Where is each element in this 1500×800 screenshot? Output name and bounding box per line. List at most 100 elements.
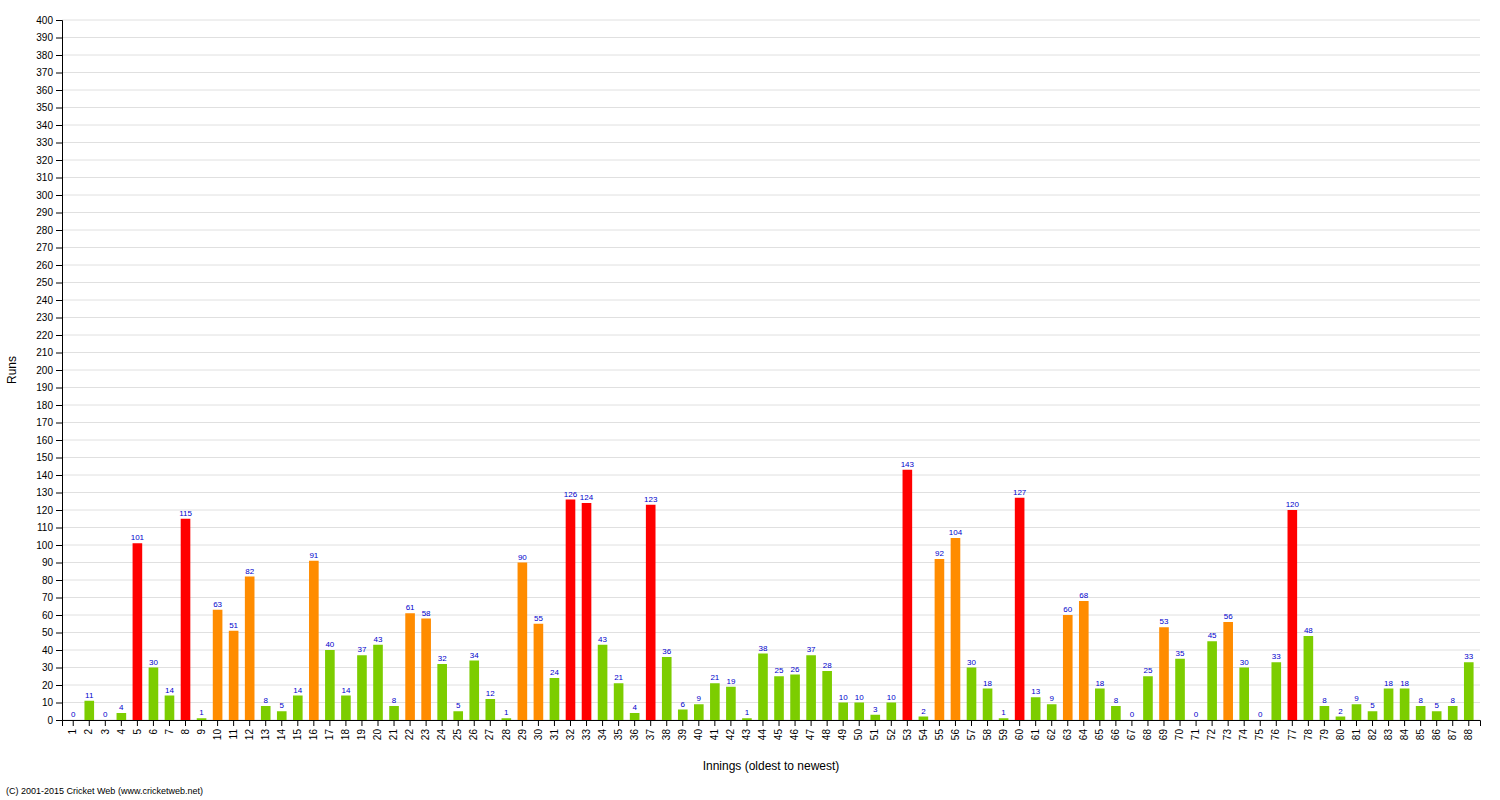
grid-line	[62, 545, 1480, 546]
grid-line	[62, 632, 1480, 633]
bar	[229, 631, 239, 720]
y-tick: 250	[36, 277, 62, 288]
y-tick-label: 200	[36, 365, 53, 376]
x-tick-label: 46	[789, 729, 800, 741]
x-tick-mark	[1147, 720, 1148, 726]
x-tick-mark	[1292, 720, 1293, 726]
x-tick-label: 52	[886, 729, 897, 741]
x-tick-mark	[121, 720, 122, 726]
x-tick-label: 59	[998, 729, 1009, 741]
x-tick: 51	[869, 720, 880, 740]
grid-line	[62, 212, 1480, 213]
data-label: 91	[309, 551, 318, 560]
x-tick-label: 31	[549, 729, 560, 741]
y-tick: 210	[36, 347, 62, 358]
y-tick-mark	[56, 545, 62, 546]
x-tick: 74	[1238, 720, 1249, 740]
bar	[678, 710, 688, 721]
y-tick: 310	[36, 172, 62, 183]
y-tick-mark	[56, 318, 62, 319]
y-tick: 110	[37, 522, 62, 533]
plot: 1234567891011121314151617181920212223242…	[36, 15, 1480, 740]
x-tick-mark	[137, 720, 138, 726]
x-tick-mark	[1228, 720, 1229, 726]
x-tick-label: 29	[517, 729, 528, 741]
x-tick-mark	[666, 720, 667, 726]
grid-line	[62, 90, 1480, 91]
y-tick-label: 210	[36, 347, 53, 358]
data-label: 0	[71, 710, 76, 719]
x-tick-label: 21	[388, 729, 399, 741]
data-label: 5	[280, 701, 285, 710]
x-tick-mark	[1115, 720, 1116, 726]
bar	[614, 683, 624, 720]
x-tick-mark	[249, 720, 250, 726]
x-tick: 27	[484, 720, 495, 740]
y-axis: 0102030405060708090100110120130140150160…	[36, 15, 62, 726]
bars	[84, 470, 1473, 720]
data-label: 127	[1013, 488, 1027, 497]
x-tick-mark	[602, 720, 603, 726]
x-tick-mark	[1452, 720, 1453, 726]
x-tick: 68	[1142, 720, 1153, 740]
x-tick-label: 20	[372, 729, 383, 741]
bar	[502, 718, 512, 720]
x-tick-mark	[746, 720, 747, 726]
y-tick-label: 150	[36, 452, 53, 463]
x-tick: 46	[789, 720, 800, 740]
x-tick-mark	[1019, 720, 1020, 726]
bar	[485, 699, 495, 720]
data-label: 4	[119, 703, 124, 712]
x-tick-mark	[1067, 720, 1068, 726]
x-tick-mark	[1404, 720, 1405, 726]
x-axis-title: Innings (oldest to newest)	[703, 759, 840, 773]
x-tick-label: 13	[260, 729, 271, 741]
x-tick: 4	[116, 720, 127, 735]
data-label: 18	[1400, 679, 1409, 688]
data-label: 63	[213, 600, 222, 609]
x-tick: 56	[950, 720, 961, 740]
x-tick-label: 88	[1463, 729, 1474, 741]
y-tick: 380	[36, 50, 62, 61]
data-label: 21	[614, 673, 623, 682]
y-tick-mark	[56, 283, 62, 284]
x-tick-label: 9	[196, 729, 207, 735]
y-tick-label: 60	[42, 610, 54, 621]
x-tick-label: 68	[1142, 729, 1153, 741]
data-label: 26	[791, 665, 800, 674]
grid-line	[62, 352, 1480, 353]
data-label: 124	[580, 493, 594, 502]
y-tick: 90	[42, 557, 62, 568]
data-label: 18	[1384, 679, 1393, 688]
grid-line	[62, 685, 1480, 686]
x-tick-mark	[762, 720, 763, 726]
x-tick: 12	[244, 720, 255, 740]
data-label: 53	[1160, 617, 1169, 626]
x-tick-mark	[506, 720, 507, 726]
bar	[967, 668, 977, 721]
bar	[1127, 720, 1137, 721]
bar	[822, 671, 832, 720]
grid	[62, 20, 1480, 720]
x-tick-label: 33	[581, 729, 592, 741]
x-tick-label: 38	[661, 729, 672, 741]
x-tick: 32	[565, 720, 576, 740]
y-tick-mark	[56, 703, 62, 704]
x-tick-label: 1	[67, 729, 78, 735]
x-tick: 6	[148, 720, 159, 735]
y-tick-label: 40	[42, 645, 54, 656]
y-tick-label: 330	[36, 137, 53, 148]
x-tick-mark	[1468, 720, 1469, 726]
data-label: 48	[1304, 626, 1313, 635]
x-tick-label: 61	[1030, 729, 1041, 741]
bar	[100, 720, 110, 721]
x-tick: 85	[1415, 720, 1426, 740]
grid-line	[62, 580, 1480, 581]
y-tick-label: 280	[36, 225, 53, 236]
y-tick: 320	[36, 155, 62, 166]
y-tick-label: 130	[36, 487, 53, 498]
data-label: 18	[1095, 679, 1104, 688]
bar	[1448, 706, 1458, 720]
x-tick-label: 75	[1254, 729, 1265, 741]
x-tick-label: 65	[1094, 729, 1105, 741]
